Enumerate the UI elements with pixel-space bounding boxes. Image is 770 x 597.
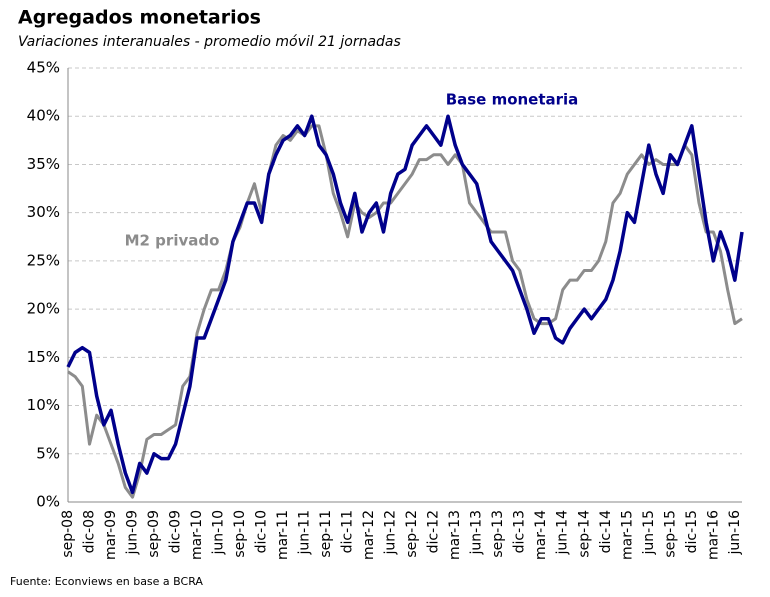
x-tick-label: dic-10 [254, 510, 270, 553]
x-tick-label: sep-10 [232, 510, 248, 558]
y-tick-label: 10% [27, 396, 60, 414]
y-tick-label: 20% [27, 300, 60, 318]
legend-label: Base monetaria [446, 91, 579, 109]
y-tick-label: 45% [27, 59, 60, 77]
x-tick-label: dic-08 [82, 510, 98, 553]
legend-label: M2 privado [125, 232, 220, 250]
x-tick-label: jun-11 [297, 510, 313, 556]
x-tick-label: sep-14 [576, 510, 592, 558]
x-tick-label: mar-09 [103, 510, 119, 560]
x-tick-label: mar-11 [275, 510, 291, 560]
x-tick-label: dic-15 [684, 510, 700, 553]
x-tick-label: jun-12 [383, 510, 399, 556]
y-tick-label: 25% [27, 251, 60, 269]
x-tick-label: sep-11 [318, 510, 334, 558]
source: Fuente: Econviews en base a BCRA [10, 575, 203, 588]
x-tick-label: sep-12 [404, 510, 420, 558]
x-tick-label: jun-10 [211, 510, 227, 556]
x-tick-label: sep-08 [60, 510, 76, 558]
y-tick-label: 15% [27, 348, 60, 366]
x-tick-label: dic-11 [340, 510, 356, 553]
y-tick-label: 30% [27, 203, 60, 221]
x-tick-label: jun-13 [469, 510, 485, 556]
y-tick-label: 0% [36, 493, 60, 511]
line-series [66, 114, 744, 495]
chart-title: Agregados monetarios [18, 7, 261, 29]
x-tick-label: dic-13 [512, 510, 528, 553]
y-tick-label: 40% [27, 107, 60, 125]
x-tick-label: sep-09 [146, 510, 162, 558]
x-tick-label: mar-15 [619, 510, 635, 560]
y-tick-label: 5% [36, 444, 60, 462]
x-tick-label: dic-09 [168, 510, 184, 553]
x-tick-label: mar-12 [361, 510, 377, 560]
x-tick-label: dic-14 [598, 510, 614, 553]
x-tick-label: dic-12 [426, 510, 442, 553]
x-tick-label: sep-13 [490, 510, 506, 558]
x-tick-label: jun-15 [641, 510, 657, 556]
x-tick-label: jun-14 [555, 510, 571, 556]
y-tick-label: 35% [27, 155, 60, 173]
chart-subtitle: Variaciones interanuales - promedio móvi… [18, 34, 401, 50]
x-tick-label: jun-16 [727, 510, 743, 556]
line-series [67, 124, 743, 499]
x-tick-label: mar-16 [705, 510, 721, 560]
x-tick-label: sep-15 [662, 510, 678, 558]
x-tick-label: mar-14 [533, 510, 549, 560]
x-tick-label: mar-10 [189, 510, 205, 560]
x-tick-label: jun-09 [125, 510, 141, 556]
x-tick-label: mar-13 [447, 510, 463, 560]
